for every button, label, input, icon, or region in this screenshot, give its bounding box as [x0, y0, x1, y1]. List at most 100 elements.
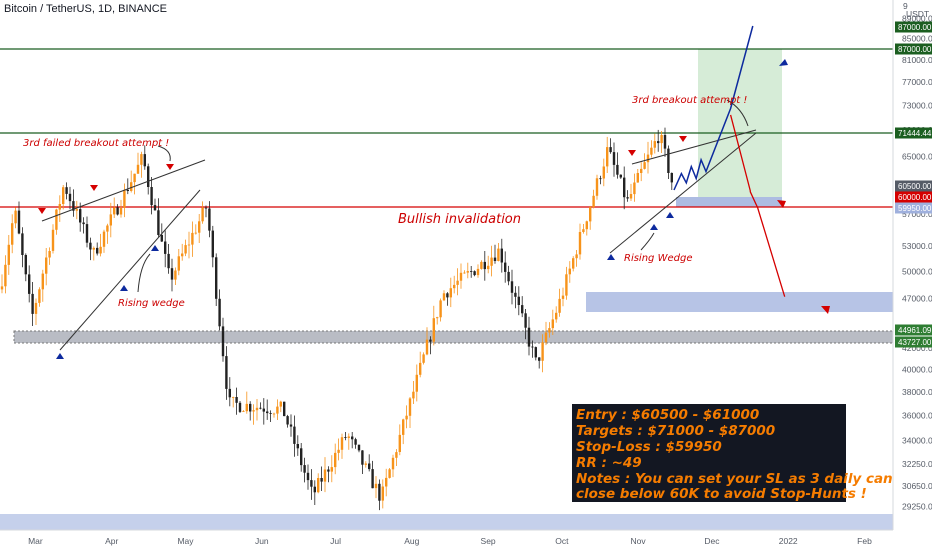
- candle-body: [48, 251, 51, 258]
- candle-body: [381, 486, 384, 501]
- candle-body: [476, 268, 480, 276]
- candle-body: [279, 401, 282, 407]
- candle-body: [45, 257, 48, 274]
- price-tag-bg: [895, 191, 932, 203]
- candle-body: [510, 281, 514, 293]
- candle-body: [225, 356, 228, 389]
- candle-body: [650, 147, 653, 155]
- candle-body: [422, 354, 425, 363]
- candle-body: [473, 271, 476, 276]
- candle-body: [194, 232, 197, 234]
- candle-body: [609, 147, 612, 153]
- candle-body: [643, 162, 646, 169]
- candle-body: [653, 141, 656, 148]
- candle-body: [470, 271, 473, 272]
- candle-body: [500, 248, 503, 263]
- trade-note-line: close below 60K to avoid Stop-Hunts !: [576, 486, 867, 502]
- y-tick-label: 32250.00: [902, 459, 932, 469]
- candle-body: [41, 273, 44, 290]
- candle-body: [181, 253, 184, 257]
- candle-body: [640, 168, 643, 173]
- demand-zone-upper: [586, 292, 893, 312]
- candle-body: [568, 268, 571, 275]
- candle-body: [293, 426, 296, 444]
- candle-body: [300, 448, 303, 466]
- pivot-markers: [38, 136, 687, 359]
- candle-body: [255, 407, 259, 411]
- candle-body: [31, 293, 34, 314]
- candle-body: [24, 255, 27, 275]
- candle-body: [92, 247, 95, 250]
- candle-body: [58, 204, 61, 210]
- candle-body: [592, 195, 595, 208]
- candle-body: [548, 328, 551, 333]
- trade-note-line: Stop-Loss : $59950: [576, 439, 722, 455]
- symbol-title[interactable]: Bitcoin / TetherUS, 1D, BINANCE: [4, 3, 167, 15]
- candle-body: [232, 397, 235, 398]
- support-zone: [13, 330, 894, 344]
- candle-body: [147, 166, 150, 187]
- candle-body: [4, 264, 7, 287]
- price-axis[interactable]: 9 USDT 89000.00 85000.00 81000.00 77000.00 7…: [892, 0, 932, 550]
- y-tick-label: 73000.00: [902, 101, 932, 111]
- time-axis-background: [0, 530, 893, 550]
- candle-body: [663, 135, 667, 149]
- candle-body: [633, 182, 636, 195]
- candle-body: [160, 235, 163, 242]
- trade-note-line: RR : ~49: [576, 455, 642, 471]
- high-marker: [679, 136, 687, 142]
- projections: [673, 25, 830, 314]
- candle-body: [626, 197, 629, 199]
- x-tick-label: Aug: [404, 536, 419, 546]
- failed-breakout-label: 3rd failed breakout attempt !: [23, 138, 169, 149]
- candle-body: [623, 177, 626, 198]
- candle-body: [419, 362, 422, 375]
- candle-body: [177, 256, 180, 271]
- x-tick-label: Mar: [28, 536, 43, 546]
- candle-body: [65, 187, 68, 194]
- candle-body: [153, 205, 157, 211]
- candle-body: [269, 413, 272, 414]
- candle-body: [337, 449, 340, 453]
- candle-body: [89, 242, 92, 250]
- candle-body: [446, 293, 449, 298]
- candle-body: [629, 194, 633, 199]
- right-wedge-lower: [609, 132, 757, 254]
- rising-wedge-callout-arrow: [137, 253, 151, 293]
- price-tag-bg: [895, 43, 932, 55]
- candle-body: [453, 284, 456, 289]
- callouts: [137, 99, 749, 293]
- candle-body: [283, 401, 286, 417]
- price-tag-label: 60000.00: [898, 193, 932, 202]
- price-tag-bg: [895, 324, 932, 336]
- candle-body: [296, 444, 299, 449]
- candle-body: [432, 318, 435, 342]
- left-wedge-lower: [59, 189, 201, 351]
- candle-body: [198, 221, 201, 233]
- candle-body: [68, 193, 72, 202]
- candle-body: [170, 268, 174, 280]
- candle-body: [289, 424, 293, 427]
- candle-body: [96, 247, 99, 254]
- time-axis[interactable]: Mar Apr May Jun Jul Aug Sep Oct Nov Dec 2022 Feb: [0, 529, 893, 550]
- candle-body: [527, 327, 531, 347]
- candle-body: [538, 357, 541, 361]
- candle-body: [28, 274, 31, 294]
- candle-body: [272, 413, 276, 415]
- candle-body: [415, 374, 418, 392]
- candle-body: [429, 339, 432, 342]
- y-tick-label: 89000.00: [902, 14, 932, 24]
- price-tag-label: 59950.00: [898, 204, 932, 213]
- price-tag-bg: [895, 180, 932, 192]
- candle-body: [425, 339, 429, 355]
- candle-body: [534, 347, 537, 358]
- candle-body: [276, 406, 279, 414]
- candle-body: [211, 230, 214, 258]
- candle-body: [585, 221, 588, 230]
- candle-body: [351, 436, 354, 440]
- candle-body: [616, 164, 619, 175]
- candle-body: [599, 178, 602, 180]
- candle-body: [238, 402, 242, 412]
- candle-body: [449, 288, 452, 298]
